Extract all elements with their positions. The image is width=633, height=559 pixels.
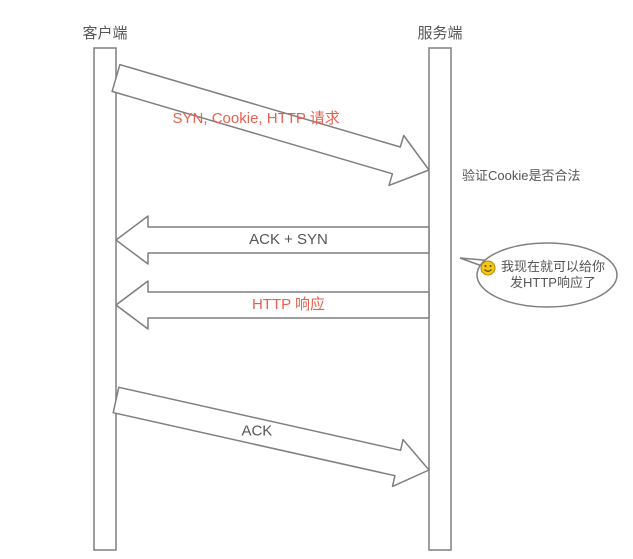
cookie-check-note: 验证Cookie是否合法 [462,168,580,183]
client-lifeline [94,48,116,550]
speech-line-2: 发HTTP响应了 [510,275,596,290]
sequence-diagram: 客户端 服务端 SYN, Cookie, HTTP 请求 ACK + SYN HTTP … [0,0,633,559]
arrow-label-ack: ACK [241,422,272,439]
arrow-label-ack-syn: ACK + SYN [249,231,328,248]
emoji-eye-left [485,265,487,267]
client-label: 客户端 [82,25,127,42]
arrow-label-syn-cookie-http: SYN, Cookie, HTTP 请求 [173,110,340,127]
arrow-label-http-response: HTTP 响应 [252,295,325,313]
grin-emoji-icon [481,261,495,275]
speech-line-1: 我现在就可以给你 [501,259,605,274]
emoji-eye-right [490,265,492,267]
server-label: 服务端 [417,25,462,42]
server-lifeline [429,48,451,550]
